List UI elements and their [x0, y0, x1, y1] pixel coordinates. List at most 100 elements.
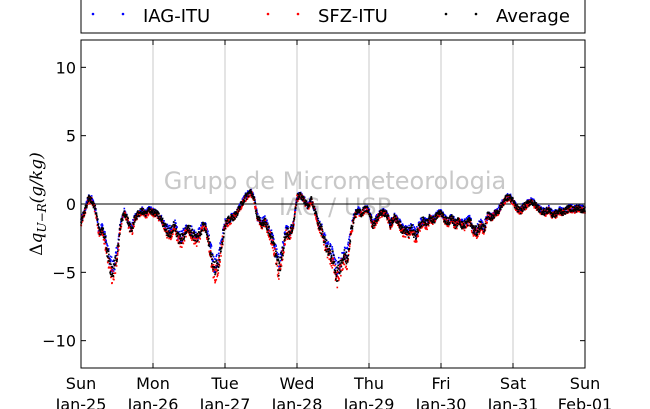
data-point: [306, 202, 308, 205]
data-point: [336, 262, 339, 264]
data-point: [107, 261, 109, 264]
data-point: [571, 204, 573, 206]
data-point: [150, 214, 153, 216]
data-point: [548, 204, 550, 207]
data-point: [111, 270, 113, 273]
data-point: [569, 206, 572, 209]
data-point: [123, 213, 125, 215]
data-point: [447, 225, 450, 228]
data-point: [530, 197, 532, 199]
data-point: [257, 213, 259, 215]
data-point: [581, 207, 584, 209]
data-point: [480, 218, 482, 221]
data-point: [235, 211, 237, 213]
data-point: [327, 243, 329, 245]
data-point: [552, 210, 554, 212]
data-point: [359, 209, 362, 212]
data-point: [119, 223, 121, 226]
data-point: [178, 230, 181, 233]
data-point: [218, 257, 220, 259]
data-point: [249, 188, 252, 191]
data-point: [329, 252, 332, 255]
data-point: [215, 255, 218, 258]
data-point: [97, 226, 100, 228]
data-point: [218, 255, 221, 257]
data-point: [210, 251, 212, 254]
data-point: [453, 215, 455, 218]
data-point: [472, 225, 474, 228]
data-point: [131, 225, 134, 228]
data-point: [288, 233, 291, 236]
data-point: [273, 254, 275, 257]
data-point: [520, 210, 522, 213]
data-point: [341, 259, 343, 262]
data-point: [451, 217, 453, 220]
data-point: [284, 243, 286, 246]
data-point: [333, 261, 335, 264]
data-point: [457, 218, 460, 220]
data-point: [311, 202, 314, 205]
data-point: [449, 215, 452, 218]
data-point: [195, 233, 197, 236]
data-point: [353, 217, 356, 219]
data-point: [208, 234, 210, 237]
data-point: [213, 271, 215, 274]
data-point: [464, 226, 466, 228]
data-point: [238, 205, 240, 208]
data-point: [372, 227, 375, 229]
data-point: [364, 210, 367, 213]
data-point: [465, 223, 468, 226]
data-point: [527, 202, 529, 205]
data-point: [151, 211, 154, 214]
data-point: [302, 198, 304, 201]
data-point: [102, 238, 105, 241]
data-point: [235, 212, 238, 215]
data-point: [392, 221, 395, 223]
data-point: [502, 203, 505, 206]
data-point: [529, 200, 532, 203]
data-point: [333, 260, 336, 263]
data-point: [554, 209, 557, 211]
data-point: [206, 236, 209, 238]
data-point: [169, 231, 172, 234]
data-point: [539, 211, 541, 213]
data-point: [278, 265, 280, 268]
data-point: [367, 208, 369, 211]
data-point: [469, 216, 471, 219]
data-point: [324, 242, 327, 245]
data-point: [89, 198, 92, 201]
data-point: [182, 242, 185, 245]
data-point: [240, 201, 243, 204]
data-point: [91, 197, 94, 200]
data-point: [462, 227, 465, 230]
data-point: [418, 221, 420, 223]
data-point: [87, 200, 90, 203]
data-point: [411, 229, 414, 232]
data-point: [152, 214, 155, 216]
data-point: [515, 206, 518, 208]
data-point: [164, 229, 167, 232]
data-point: [278, 261, 281, 264]
data-point: [370, 219, 372, 222]
data-point: [383, 211, 386, 214]
data-point: [345, 254, 347, 257]
data-point: [328, 258, 331, 260]
data-point: [260, 222, 263, 224]
data-point: [319, 227, 322, 230]
data-point: [483, 224, 485, 227]
data-point: [256, 217, 259, 219]
data-point: [549, 210, 551, 212]
data-point: [486, 214, 489, 217]
data-point: [470, 219, 472, 221]
data-point: [260, 224, 263, 227]
data-point: [83, 212, 85, 215]
data-point: [286, 228, 288, 231]
data-point: [358, 213, 361, 215]
data-point: [437, 210, 440, 212]
data-point: [290, 224, 293, 227]
data-point: [318, 221, 321, 224]
data-point: [343, 255, 345, 257]
data-point: [220, 247, 223, 250]
data-point: [212, 260, 215, 263]
data-point: [527, 204, 529, 206]
